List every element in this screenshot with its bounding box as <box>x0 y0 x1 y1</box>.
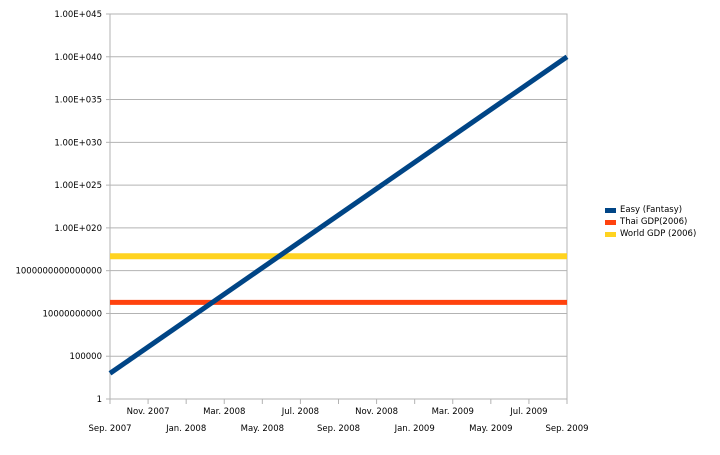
x-tick-label: Jul. 2009 <box>509 407 547 417</box>
x-tick-label: Mar. 2008 <box>203 407 245 417</box>
x-tick-label: Sep. 2007 <box>88 424 131 434</box>
legend-swatch <box>605 231 616 237</box>
y-tick-label: 100000 <box>70 352 102 362</box>
x-tick-label: Nov. 2007 <box>127 407 170 417</box>
x-tick-label: Sep. 2009 <box>545 424 588 434</box>
x-tick-label: Sep. 2008 <box>317 424 360 434</box>
x-tick-label: Nov. 2008 <box>355 407 398 417</box>
y-tick-label: 1.00E+025 <box>54 181 102 191</box>
y-tick-label: 1.00E+020 <box>54 224 102 234</box>
legend-label: Thai GDP(2006) <box>620 217 688 227</box>
x-tick-label: Mar. 2009 <box>432 407 474 417</box>
y-tick-label: 1.00E+030 <box>54 138 102 148</box>
x-tick-label: Jul. 2008 <box>281 407 319 417</box>
legend-label: Easy (Fantasy) <box>620 205 683 215</box>
x-tick-label: May. 2008 <box>241 424 284 434</box>
y-tick-label: 10000000000 <box>43 309 103 319</box>
y-tick-label: 1 <box>97 395 102 405</box>
y-tick-label: 1.00E+040 <box>54 53 102 63</box>
y-tick-label: 1.00E+035 <box>54 96 102 106</box>
legend-item: Thai GDP(2006) <box>605 216 717 228</box>
x-tick-label: Jan. 2008 <box>165 424 206 434</box>
x-tick-label: May. 2009 <box>469 424 512 434</box>
y-tick-label: 1.00E+045 <box>54 10 102 20</box>
y-tick-label: 1000000000000000 <box>15 267 102 277</box>
legend-swatch <box>605 219 616 225</box>
legend-swatch <box>605 207 616 213</box>
series-line-0 <box>108 54 569 376</box>
legend-item: Easy (Fantasy) <box>605 204 717 216</box>
x-tick-label: Jan. 2009 <box>394 424 435 434</box>
legend-label: World GDP (2006) <box>620 229 697 239</box>
legend-item: World GDP (2006) <box>605 228 717 240</box>
legend: Easy (Fantasy) Thai GDP(2006) World GDP (2… <box>605 204 717 240</box>
plot-frame <box>109 13 568 400</box>
